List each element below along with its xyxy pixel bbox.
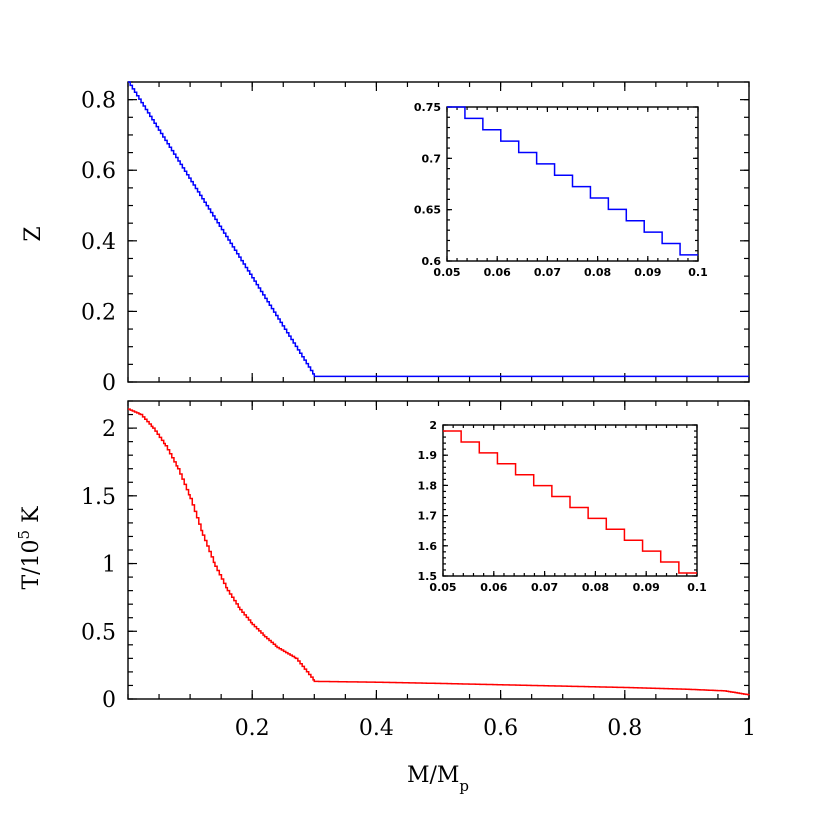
top-series-z — [128, 81, 749, 378]
top-axis-ticks: 0 0.2 0.4 0.6 0.8 — [81, 81, 750, 396]
top-inset: 0.05 0.06 0.07 0.08 0.09 0.1 0.6 0.65 0.7 0.75 — [414, 101, 708, 279]
y-tick-label: 1.7 — [418, 510, 438, 523]
x-tick-label: 0.1 — [687, 581, 707, 594]
y-tick-label: 0.6 — [422, 255, 442, 268]
x-tick-label: 1 — [742, 716, 756, 741]
x-tick-label: 0.08 — [582, 581, 609, 594]
bottom-panel: 0.2 0.4 0.6 0.8 1 0 0.5 1 1.5 2 T/105 K M/Mp — [15, 400, 756, 795]
series-line — [128, 81, 749, 378]
bottom-axis-ticks: 0.2 0.4 0.6 0.8 1 0 0.5 1 1.5 2 — [81, 400, 756, 741]
top-inset-series-z — [447, 106, 698, 256]
y-tick-label: 1.6 — [418, 540, 438, 553]
bottom-inset-ticks: 0.05 0.06 0.07 0.08 0.09 0.1 1.5 1.6 1.7 1.8 1.9 2 — [418, 419, 707, 594]
y-tick-label: 0 — [102, 688, 116, 713]
x-tick-label: 0.8 — [607, 716, 642, 741]
x-tick-label: 0.1 — [688, 266, 708, 279]
y-tick-label: 0.4 — [81, 230, 116, 255]
bottom-inset: 0.05 0.06 0.07 0.08 0.09 0.1 1.5 1.6 1.7 1.8 1.9 2 — [418, 419, 707, 594]
x-tick-label: 0.05 — [433, 266, 460, 279]
series-line — [128, 408, 750, 696]
bottom-inset-series-temperature — [443, 430, 697, 574]
y-tick-label: 1.9 — [418, 449, 438, 462]
y-tick-label: 1.5 — [418, 570, 438, 583]
y-tick-label: 0.7 — [422, 152, 442, 165]
y-tick-label: 2 — [429, 419, 437, 432]
x-tick-label: 0.07 — [534, 266, 561, 279]
y-tick-label: 0.65 — [414, 204, 441, 217]
y-tick-label: 1 — [102, 553, 116, 578]
x-tick-label: 0.08 — [584, 266, 611, 279]
y-tick-label: 1.8 — [418, 479, 438, 492]
y-tick-label: 0 — [102, 371, 116, 396]
bottom-y-axis-label: T/105 K — [15, 506, 44, 590]
x-tick-label: 0.4 — [359, 716, 394, 741]
y-tick-label: 0.8 — [81, 89, 116, 114]
y-tick-label: 0.6 — [81, 159, 116, 184]
series-line — [447, 106, 698, 256]
y-tick-label: 1.5 — [81, 485, 116, 510]
y-tick-label: 0.2 — [81, 300, 116, 325]
x-tick-label: 0.09 — [633, 581, 660, 594]
y-tick-label: 0.75 — [414, 101, 441, 114]
top-panel: 0 0.2 0.4 0.6 0.8 Z — [21, 81, 750, 396]
x-tick-label: 0.09 — [634, 266, 661, 279]
x-tick-label: 0.05 — [429, 581, 456, 594]
x-tick-label: 0.2 — [235, 716, 270, 741]
x-tick-label: 0.06 — [480, 581, 507, 594]
x-tick-label: 0.6 — [483, 716, 518, 741]
bottom-series-temperature — [128, 408, 750, 696]
x-tick-label: 0.07 — [531, 581, 558, 594]
y-tick-label: 2 — [102, 417, 116, 442]
series-line — [443, 430, 697, 574]
y-tick-label: 0.5 — [81, 620, 116, 645]
x-axis-label: M/Mp — [407, 763, 469, 795]
x-tick-label: 0.06 — [484, 266, 511, 279]
top-y-axis-label: Z — [21, 226, 46, 241]
